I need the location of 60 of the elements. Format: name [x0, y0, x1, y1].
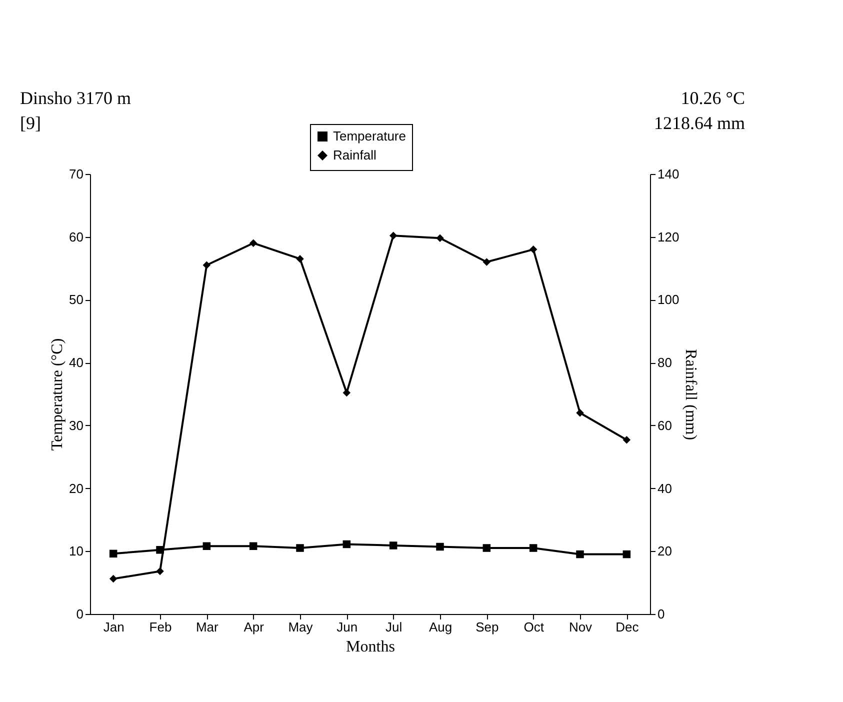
x-tick-label: Apr [244, 620, 265, 634]
point [342, 388, 351, 397]
y2-tick-label: 20 [658, 544, 672, 559]
point [576, 550, 584, 558]
point [109, 574, 118, 583]
legend-label: Temperature [333, 128, 406, 144]
text: [9] [20, 113, 41, 133]
point [109, 550, 118, 558]
legend-label: Rainfall [333, 148, 376, 162]
point [202, 542, 211, 550]
point [436, 234, 444, 242]
y-tick-label: 40 [69, 355, 84, 370]
point [389, 232, 398, 240]
y-tick-label: 60 [69, 229, 84, 244]
y2-tick-label: 60 [658, 418, 672, 433]
y2-tick-label: 120 [658, 229, 680, 244]
y2-tick-label: 100 [658, 292, 680, 308]
text: 1218.64 mm [654, 113, 745, 133]
x-tick-label: Feb [149, 620, 172, 634]
point [436, 542, 444, 551]
x-tick-label: Jun [336, 620, 358, 634]
y-tick-label: 0 [76, 606, 84, 622]
y-tick-label: 50 [69, 292, 84, 308]
point [342, 540, 351, 548]
point [529, 246, 538, 254]
point [296, 254, 304, 263]
x-tick-label: Aug [428, 620, 452, 634]
y2-tick-label: 80 [658, 355, 672, 370]
y-tick-label: 10 [69, 544, 84, 559]
point [529, 544, 538, 552]
y2-axis-title: Rainfall (mm) [682, 348, 700, 440]
x-axis-title: Months [346, 638, 395, 656]
x-tick-label: Jul [386, 620, 402, 634]
point [296, 544, 304, 552]
x-tick-label: Oct [524, 620, 544, 634]
text: 10.26 °C [680, 88, 745, 108]
y2-tick-label: 0 [658, 606, 665, 622]
point [576, 408, 584, 417]
point [482, 258, 491, 266]
x-tick-label: Jan [103, 620, 124, 634]
y-tick-label: 30 [69, 418, 84, 433]
point [622, 436, 631, 444]
y2-tick-label: 40 [658, 480, 672, 496]
x-tick-label: Dec [616, 620, 640, 634]
text: Dinsho 3170 m [20, 88, 132, 108]
y-tick-label: 20 [69, 480, 84, 496]
point [156, 567, 164, 576]
x-tick-label: Nov [568, 620, 593, 634]
x-tick-label: May [288, 620, 314, 634]
point [482, 544, 491, 552]
x-tick-label: Sep [476, 620, 499, 634]
point [202, 261, 211, 270]
point [249, 239, 258, 248]
point [389, 542, 398, 550]
point [622, 550, 631, 558]
point [249, 542, 258, 550]
x-tick-label: Mar [196, 620, 220, 634]
y-axis-title: Temperature (°C) [49, 338, 66, 451]
y2-tick-label: 140 [658, 166, 680, 182]
y-tick-label: 70 [69, 166, 84, 182]
